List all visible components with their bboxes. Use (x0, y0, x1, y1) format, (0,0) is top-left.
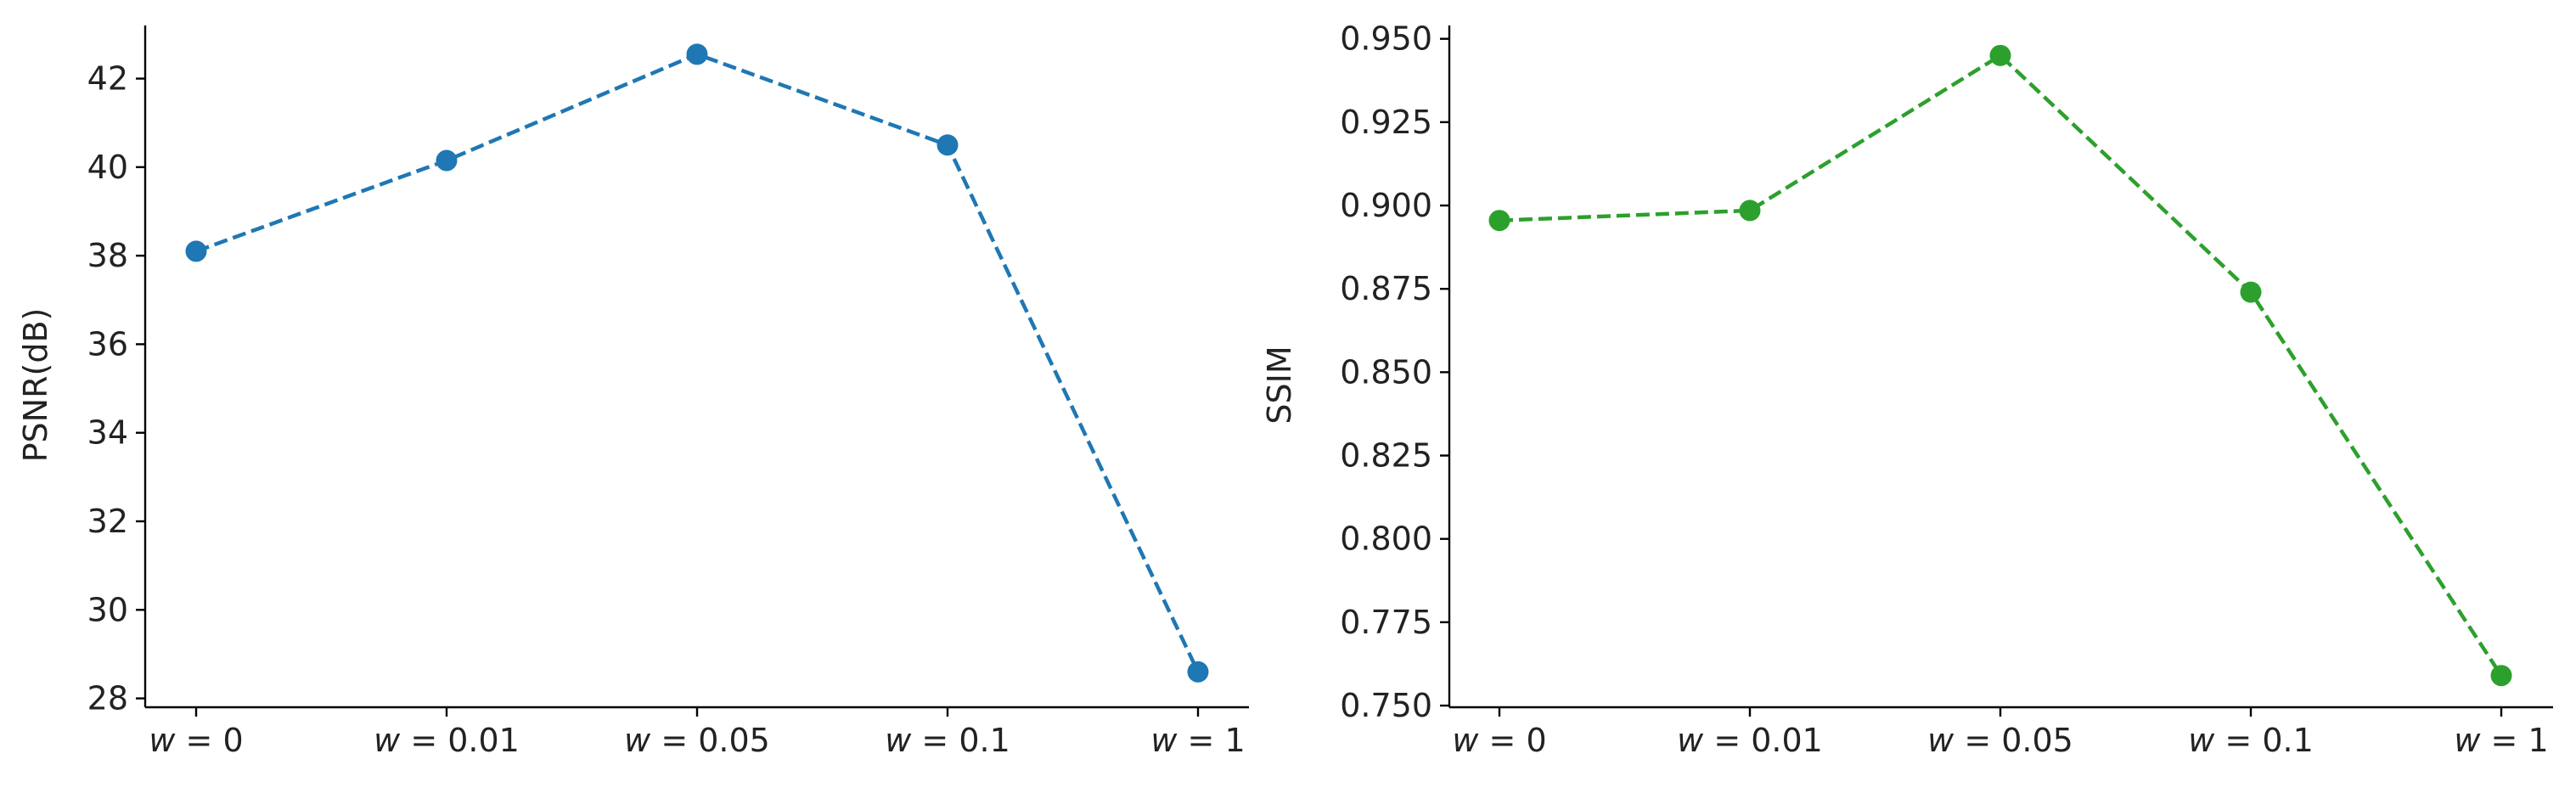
ssim-chart-panel: 0.750 0.775 0.800 0.825 0.850 0.875 0.900 0.925… (1261, 20, 2553, 759)
y-tick-label: 34 (87, 414, 128, 452)
x-tick-label: w = 1 (1150, 722, 1245, 759)
series-line (1499, 53, 2503, 677)
y-tick-label: 30 (87, 591, 128, 628)
data-point (1739, 200, 1761, 222)
x-tick-label: w = 0.1 (885, 722, 1010, 759)
data-point (686, 43, 708, 65)
data-point (436, 149, 458, 172)
data-point (1989, 44, 2011, 66)
data-point (1187, 661, 1209, 683)
x-tick-label: w = 0.05 (624, 722, 770, 759)
y-tick-label: 32 (87, 503, 128, 540)
y-tick-label: 0.850 (1340, 353, 1432, 391)
data-point (1488, 210, 1510, 232)
y-axis-title: PSNR(dB) (17, 308, 54, 463)
y-tick-label: 0.750 (1340, 687, 1432, 724)
y-tick-label: 42 (87, 60, 128, 98)
y-tick-label: 0.950 (1340, 20, 1432, 58)
y-tick-label: 0.775 (1340, 604, 1432, 641)
y-tick-label: 0.925 (1340, 104, 1432, 141)
y-tick-label: 0.800 (1340, 520, 1432, 558)
x-tick-label: w = 1 (2454, 722, 2548, 759)
x-tick-label: w = 0 (149, 722, 243, 759)
psnr-chart-panel: 28 30 32 34 36 38 40 42 w = 0 w = 0.01 w = 0.05 w =… (17, 25, 1249, 759)
y-tick-label: 0.900 (1340, 187, 1432, 224)
y-tick-label: 0.875 (1340, 270, 1432, 307)
x-tick-label: w = 0.01 (374, 722, 520, 759)
x-tick-label: w = 0.1 (2188, 722, 2314, 759)
series-line (195, 52, 1201, 673)
y-tick-label: 36 (87, 325, 128, 363)
x-tick-label: w = 0 (1452, 722, 1546, 759)
x-tick-label: w = 0.05 (1927, 722, 2073, 759)
y-tick-label: 40 (87, 149, 128, 186)
y-tick-label: 28 (87, 680, 128, 717)
data-point (2240, 281, 2262, 303)
data-point (185, 240, 207, 262)
x-tick-label: w = 0.01 (1677, 722, 1823, 759)
data-point (2490, 665, 2512, 687)
y-axis-title: SSIM (1261, 346, 1298, 424)
y-tick-label: 38 (87, 237, 128, 274)
y-tick-label: 0.825 (1340, 437, 1432, 475)
data-point (936, 134, 959, 156)
